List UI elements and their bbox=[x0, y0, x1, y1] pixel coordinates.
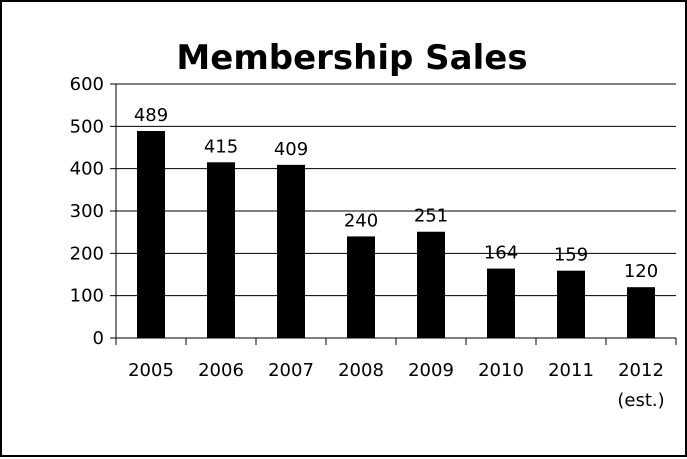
data-label: 159 bbox=[554, 245, 588, 266]
data-label: 409 bbox=[274, 139, 308, 160]
data-label: 164 bbox=[484, 243, 518, 264]
x-tick-label: 2010 bbox=[478, 360, 524, 381]
bar bbox=[207, 162, 235, 338]
bar bbox=[627, 287, 655, 338]
y-tick-label: 500 bbox=[70, 116, 104, 137]
gridlines bbox=[116, 83, 676, 297]
x-tick-label: 2005 bbox=[128, 360, 174, 381]
data-label: 251 bbox=[414, 206, 448, 227]
y-tick-label: 100 bbox=[70, 286, 104, 307]
labels: 0 100 200 300 400 500 600 489 2005 415 2006 409 2007… bbox=[70, 74, 665, 411]
data-label: 415 bbox=[204, 136, 238, 157]
x-tick-label: 2012 bbox=[618, 360, 664, 381]
bar bbox=[417, 231, 445, 338]
x-tick-label: 2008 bbox=[338, 360, 384, 381]
y-tick-label: 400 bbox=[70, 159, 104, 180]
data-label: 120 bbox=[624, 261, 658, 282]
x-tick-label: 2006 bbox=[198, 360, 244, 381]
y-tick-label: 600 bbox=[70, 74, 104, 95]
x-tick-label: 2009 bbox=[408, 360, 454, 381]
y-tick-label: 200 bbox=[70, 243, 104, 264]
x-tick-label: (est.) bbox=[617, 390, 664, 411]
bars bbox=[137, 130, 655, 338]
bar bbox=[277, 164, 305, 338]
chart-title: Membership Sales bbox=[176, 38, 527, 78]
bar bbox=[557, 270, 585, 338]
axes bbox=[110, 83, 677, 345]
bar bbox=[347, 236, 375, 338]
x-tick-label: 2011 bbox=[548, 360, 594, 381]
y-tick-label: 300 bbox=[70, 201, 104, 222]
x-tick-label: 2007 bbox=[268, 360, 314, 381]
y-tick-label: 0 bbox=[93, 328, 104, 349]
data-label: 489 bbox=[134, 105, 168, 126]
bar bbox=[487, 268, 515, 338]
bar bbox=[137, 130, 165, 338]
data-label: 240 bbox=[344, 210, 378, 231]
